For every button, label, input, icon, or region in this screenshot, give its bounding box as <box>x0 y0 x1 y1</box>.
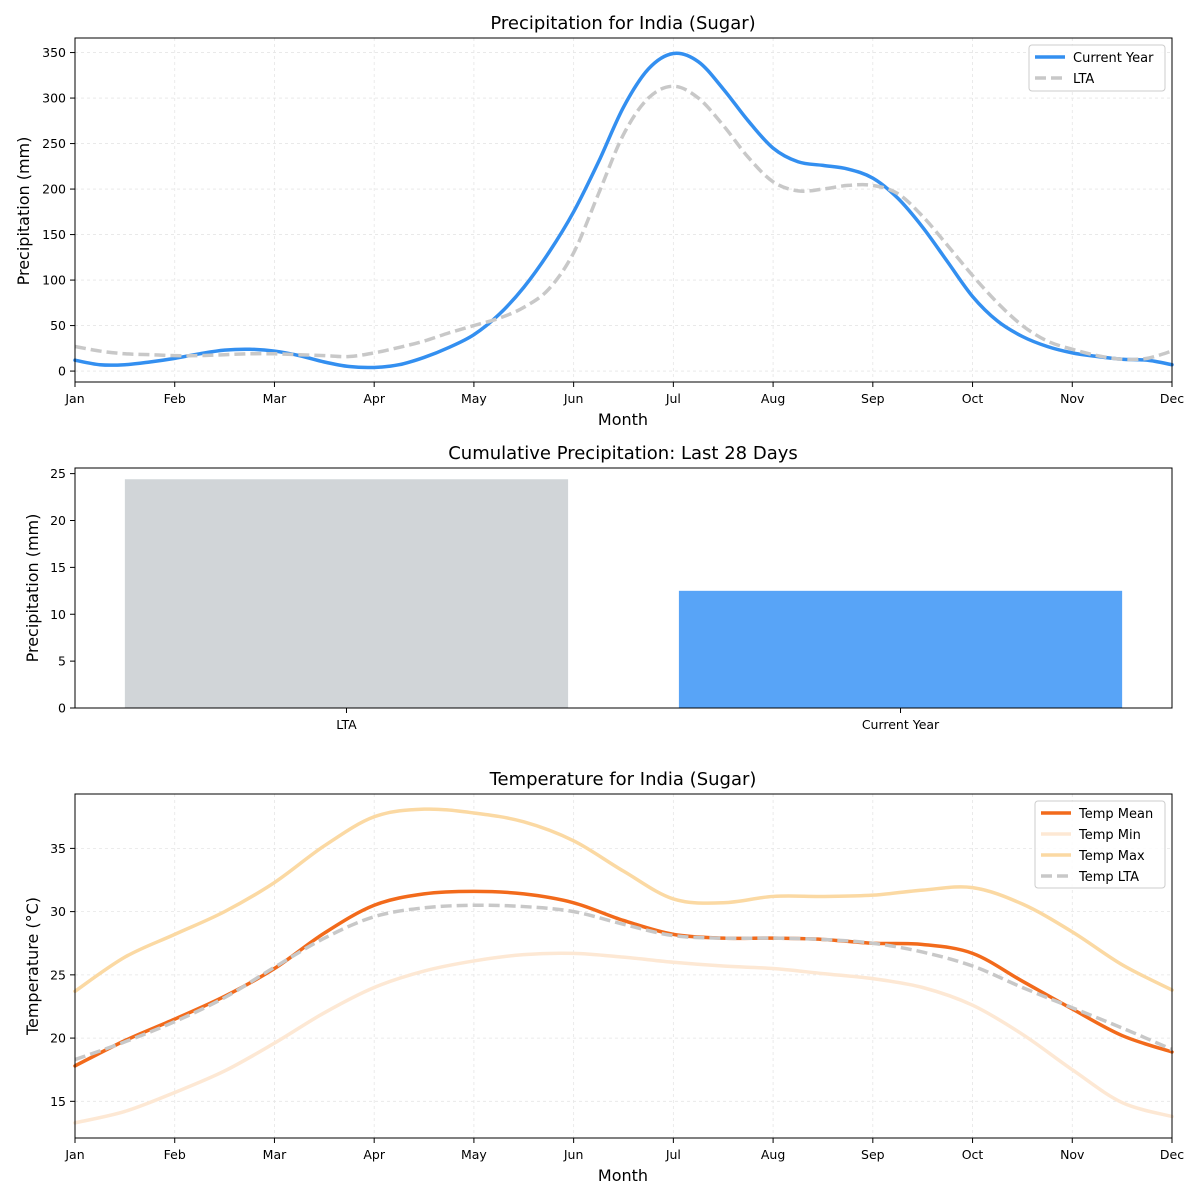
y-tick-label: 15 <box>50 560 66 575</box>
x-tick-label: Apr <box>363 391 385 406</box>
legend: Temp Mean Temp Min Temp Max Temp LTA <box>1034 800 1166 889</box>
x-tick-label: Jun <box>563 1147 584 1162</box>
x-tick-label: Jan <box>64 1147 84 1162</box>
x-tick-label: May <box>461 391 487 406</box>
axis-ticks: Jan Feb Mar Apr May Jun Jul Aug Sep Oct Nov Dec 15 20… <box>50 841 1184 1162</box>
series-lines <box>73 51 1174 370</box>
series-line <box>74 903 1173 1062</box>
y-axis-label: Precipitation (mm) <box>14 137 33 286</box>
y-tick-label: 150 <box>42 227 66 242</box>
x-tick-label: Dec <box>1160 391 1184 406</box>
legend-label: LTA <box>1073 72 1094 87</box>
y-axis-label: Temperature (°C) <box>23 897 42 1036</box>
y-tick-label: 10 <box>50 607 66 622</box>
y-tick-label: 50 <box>50 318 66 333</box>
x-tick-label: Jul <box>665 1147 681 1162</box>
x-tick-label: Aug <box>761 391 785 406</box>
y-axis-label: Precipitation (mm) <box>23 514 42 663</box>
precipitation-line-chart: Precipitation for India (Sugar) Month Pr… <box>14 13 1184 429</box>
series-line <box>74 84 1173 362</box>
x-tick-label: Mar <box>263 1147 287 1162</box>
x-tick-label: Current Year <box>862 717 940 732</box>
series-line <box>73 807 1174 994</box>
x-axis-label: Month <box>598 1166 648 1185</box>
series-line <box>73 51 1174 370</box>
plot-frame <box>74 37 1173 383</box>
x-tick-label: Feb <box>164 391 186 406</box>
legend-label: Temp LTA <box>1078 870 1139 885</box>
x-tick-label: Dec <box>1160 1147 1184 1162</box>
grid <box>74 38 1173 382</box>
legend-label: Temp Min <box>1078 828 1141 843</box>
y-tick-label: 35 <box>50 841 66 856</box>
bar <box>678 590 1123 708</box>
y-tick-label: 200 <box>42 182 66 197</box>
x-axis-label: Month <box>598 410 648 429</box>
x-tick-label: Feb <box>164 1147 186 1162</box>
y-tick-label: 0 <box>58 364 66 379</box>
y-tick-label: 25 <box>50 967 66 982</box>
axis-ticks: Jan Feb Mar Apr May Jun Jul Aug Sep Oct Nov Dec 0 50 1… <box>42 45 1184 406</box>
series-lines <box>73 807 1174 1125</box>
x-tick-label: May <box>461 1147 487 1162</box>
chart-title: Temperature for India (Sugar) <box>489 769 757 790</box>
y-tick-label: 25 <box>50 466 66 481</box>
x-tick-label: Jan <box>64 391 84 406</box>
plot-frame <box>74 467 1173 709</box>
y-tick-label: 30 <box>50 904 66 919</box>
x-tick-label: Sep <box>861 391 885 406</box>
x-tick-label: Nov <box>1060 391 1085 406</box>
x-tick-label: Mar <box>263 391 287 406</box>
plot-frame <box>74 793 1173 1139</box>
x-tick-label: Jul <box>665 391 681 406</box>
x-tick-label: Jun <box>563 391 584 406</box>
y-tick-label: 100 <box>42 273 66 288</box>
x-tick-label: LTA <box>336 717 357 732</box>
bar <box>124 479 569 708</box>
y-tick-label: 15 <box>50 1094 66 1109</box>
x-tick-label: Oct <box>962 391 984 406</box>
y-tick-label: 20 <box>50 1031 66 1046</box>
chart-title: Precipitation for India (Sugar) <box>490 13 755 34</box>
axis-ticks: LTA Current Year 0 5 10 15 20 25 <box>50 466 940 732</box>
y-tick-label: 20 <box>50 513 66 528</box>
chart-title: Cumulative Precipitation: Last 28 Days <box>448 443 798 464</box>
x-tick-label: Nov <box>1060 1147 1085 1162</box>
legend-label: Temp Max <box>1078 849 1145 864</box>
y-tick-label: 5 <box>58 654 66 669</box>
x-tick-label: Aug <box>761 1147 785 1162</box>
series-line <box>73 951 1174 1125</box>
y-tick-label: 300 <box>42 91 66 106</box>
y-tick-label: 250 <box>42 136 66 151</box>
temperature-line-chart: Temperature for India (Sugar) Month Temp… <box>23 769 1184 1185</box>
grid <box>74 794 1173 1138</box>
x-tick-label: Apr <box>363 1147 385 1162</box>
bars <box>124 479 1123 708</box>
x-tick-label: Sep <box>861 1147 885 1162</box>
y-tick-label: 0 <box>58 701 66 716</box>
legend-label: Temp Mean <box>1078 807 1153 822</box>
legend: Current Year LTA <box>1028 44 1166 92</box>
legend-label: Current Year <box>1073 51 1154 66</box>
x-tick-label: Oct <box>962 1147 984 1162</box>
y-tick-label: 350 <box>42 45 66 60</box>
cumulative-precipitation-bar-chart: Cumulative Precipitation: Last 28 Days P… <box>23 443 1173 732</box>
legend-box <box>1034 800 1166 889</box>
